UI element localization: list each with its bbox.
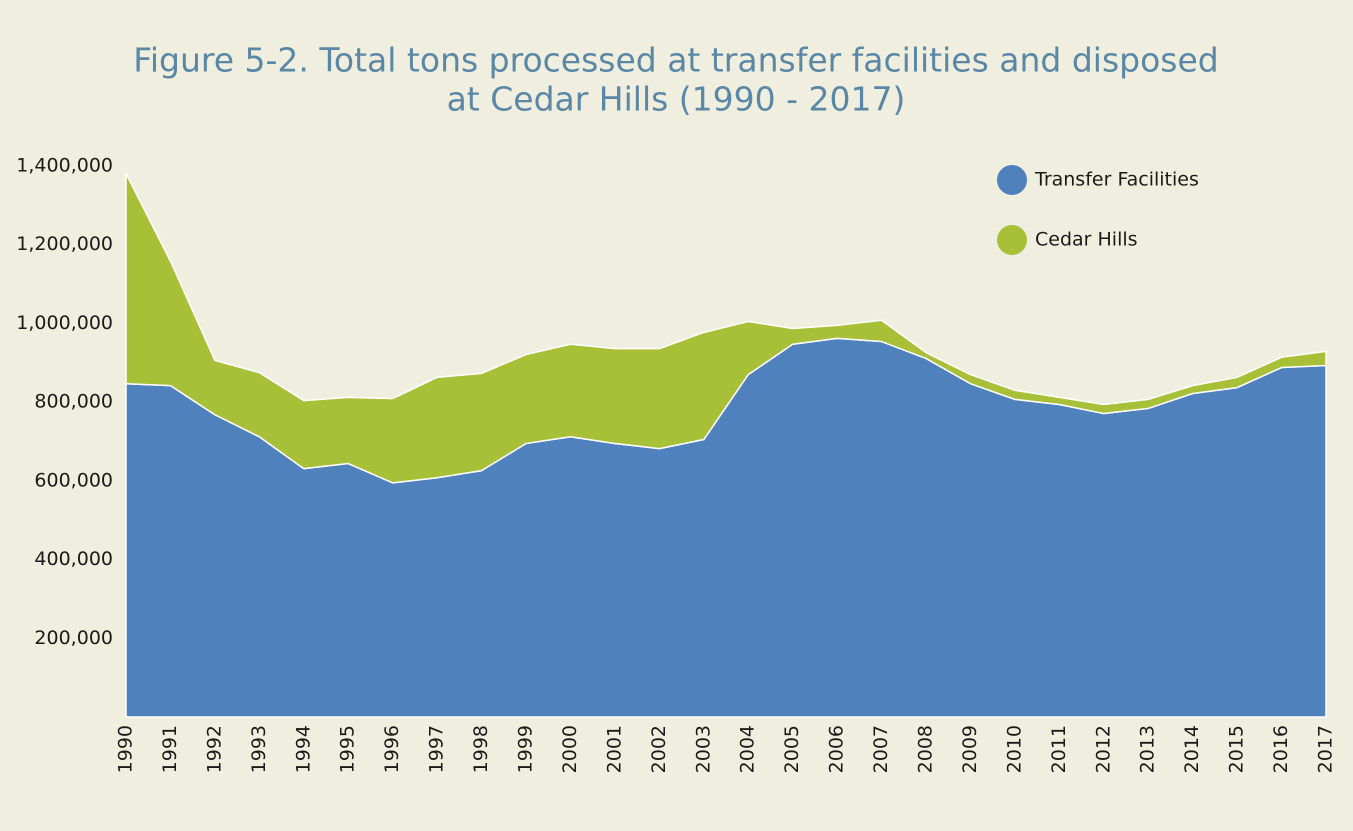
x-tick-label: 2007 (870, 725, 892, 773)
chart-title: at Cedar Hills (1990 - 2017) (447, 80, 906, 119)
x-tick-label: 2005 (781, 725, 803, 773)
x-tick-label: 1998 (470, 725, 492, 773)
y-tick-label: 1,200,000 (16, 233, 113, 255)
x-tick-label: 1999 (515, 725, 537, 773)
y-tick-label: 800,000 (34, 391, 113, 413)
area (125, 172, 1327, 484)
x-tick-label: 1995 (337, 725, 359, 773)
x-tick-label: 1990 (115, 725, 137, 773)
x-tick-label: 2001 (603, 725, 625, 773)
legend-label: Transfer Facilities (1034, 169, 1199, 191)
y-tick-label: 1,000,000 (16, 312, 113, 334)
x-tick-label: 1994 (292, 725, 314, 773)
y-tick-label: 200,000 (34, 627, 113, 649)
x-tick-label: 2014 (1181, 725, 1203, 773)
x-tick-label: 2010 (1003, 725, 1025, 773)
x-tick-label: 2006 (826, 725, 848, 773)
x-tick-label: 2017 (1315, 725, 1337, 773)
y-tick-label: 1,400,000 (16, 155, 113, 177)
x-tick-label: 1997 (426, 725, 448, 773)
x-tick-label: 2003 (692, 725, 714, 773)
x-tick-label: 2012 (1092, 725, 1114, 773)
x-tick-label: 1991 (159, 725, 181, 773)
legend-swatch (997, 225, 1027, 255)
y-tick-label: 400,000 (34, 548, 113, 570)
x-tick-label: 2015 (1226, 725, 1248, 773)
x-tick-label: 2013 (1137, 725, 1159, 773)
y-tick-label: 600,000 (34, 469, 113, 491)
x-tick-label: 2000 (559, 725, 581, 773)
x-tick-label: 1992 (203, 725, 225, 773)
x-tick-label: 2009 (959, 725, 981, 773)
x-tick-label: 2008 (915, 725, 937, 773)
x-tick-label: 2016 (1270, 725, 1292, 773)
chart-title: Figure 5-2. Total tons processed at tran… (133, 41, 1218, 80)
x-tick-label: 2011 (1048, 725, 1070, 773)
legend-swatch (997, 165, 1027, 195)
x-tick-label: 1993 (248, 725, 270, 773)
x-tick-label: 2004 (737, 725, 759, 773)
x-tick-label: 2002 (648, 725, 670, 773)
legend-label: Cedar Hills (1035, 229, 1138, 251)
x-tick-label: 1996 (381, 725, 403, 773)
